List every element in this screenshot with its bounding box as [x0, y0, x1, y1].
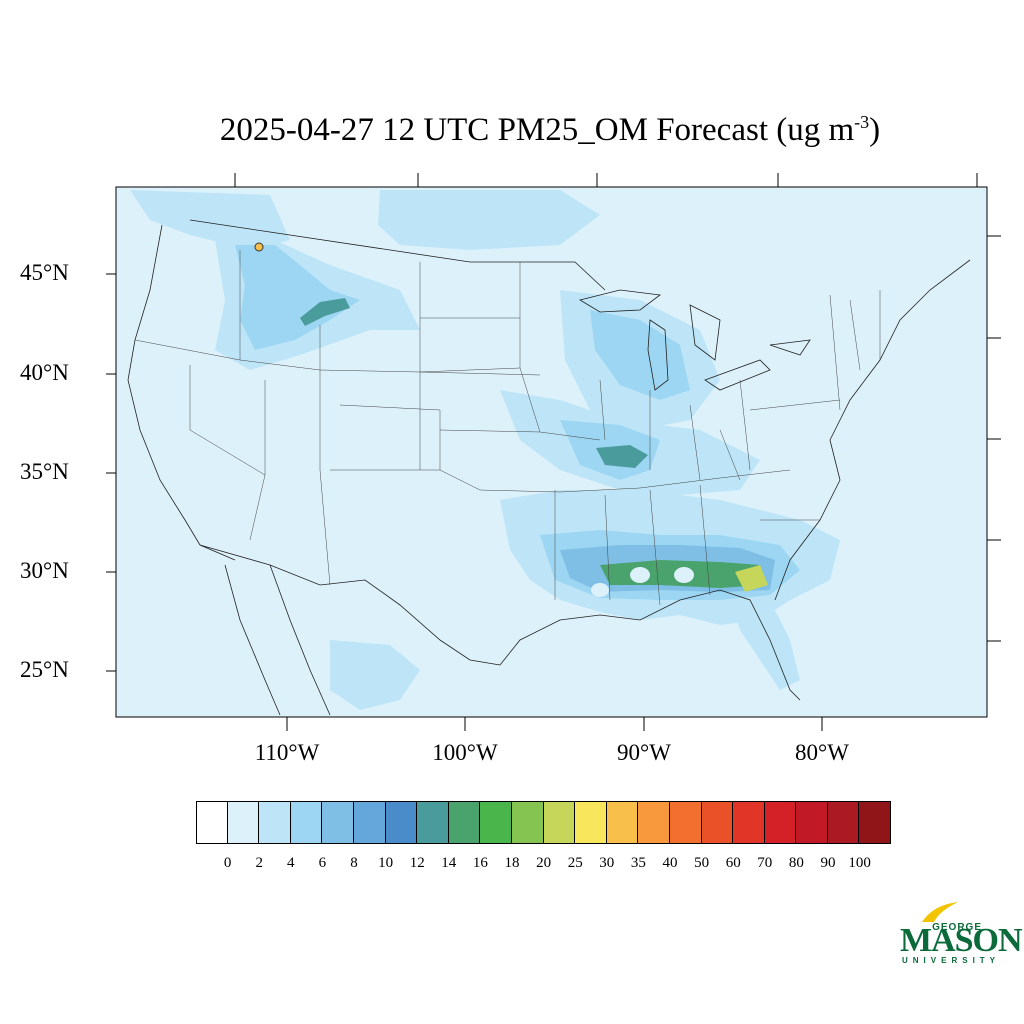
colorbar-label: 6 — [318, 855, 327, 871]
lake-ontario — [769, 339, 811, 356]
colorbar-label: 35 — [630, 855, 646, 871]
map-outlines — [127, 219, 971, 716]
lake-huron — [689, 304, 721, 361]
lake-superior — [578, 289, 662, 313]
colorbar-label: 25 — [567, 855, 583, 871]
colorbar-segment — [353, 801, 386, 844]
colorbar-label: 50 — [694, 855, 710, 871]
colorbar-label: 2 — [255, 855, 263, 871]
colorbar-label: 14 — [441, 855, 457, 871]
colorbar-segment — [448, 801, 481, 844]
concentration-fields — [130, 190, 840, 710]
logo-flame-icon — [922, 902, 958, 922]
lat-label-35: 35°N — [20, 459, 69, 484]
colorbar-label: 8 — [350, 855, 358, 871]
lat-label-30: 30°N — [20, 558, 69, 583]
colorbar-label: 10 — [378, 855, 394, 871]
clear-spot-2 — [674, 567, 694, 583]
coastline-west — [127, 224, 236, 561]
lon-label-90: 90°W — [617, 740, 671, 765]
plume-georgia-peak — [735, 565, 768, 592]
colorbar-segment — [859, 801, 892, 844]
colorbar-label: 12 — [409, 855, 425, 871]
coastline-baja — [224, 564, 281, 716]
border-us-canada — [189, 219, 606, 291]
colorbar-label: 60 — [725, 855, 741, 871]
tick-marks — [106, 173, 1001, 731]
colorbar-segment — [796, 801, 828, 844]
map-title: 2025-04-27 12 UTC PM25_OM Forecast (ug m… — [0, 112, 1024, 149]
plume-northwest — [130, 190, 290, 250]
logo-mason-text: MASON — [900, 922, 1023, 959]
colorbar-segment — [543, 801, 576, 844]
plume-idaho-peak — [300, 298, 350, 326]
colorbar-segment — [733, 801, 765, 844]
colorbar-label: 100 — [848, 855, 871, 871]
colorbar-segment — [480, 801, 512, 844]
colorbar-segment — [417, 801, 449, 844]
colorbar-segment — [227, 801, 260, 844]
plume-missouri-peak — [596, 445, 648, 468]
colorbar-label: 80 — [788, 855, 804, 871]
lake-erie — [704, 359, 771, 391]
lon-label-80: 80°W — [795, 740, 849, 765]
coastline-east — [774, 259, 971, 601]
colorbar-segment — [701, 801, 734, 844]
colorbar-segment — [669, 801, 702, 844]
colorbar-segment — [638, 801, 670, 844]
colorbar-segment — [575, 801, 607, 844]
lon-label-110: 110°W — [254, 740, 320, 765]
colorbar-segment — [827, 801, 860, 844]
clear-spot-3 — [591, 583, 609, 597]
hotspot-montana — [254, 242, 264, 252]
colorbar-label: 4 — [287, 855, 295, 871]
state-lines — [134, 250, 881, 606]
colorbar-segment — [290, 801, 323, 844]
title-text: 2025-04-27 12 UTC PM25_OM Forecast (ug m — [219, 112, 855, 148]
colorbar-label: 20 — [536, 855, 552, 871]
colorbar-label: 0 — [223, 855, 232, 871]
clear-spot-1 — [630, 567, 650, 583]
plume-florida — [730, 600, 800, 690]
lake-michigan — [647, 319, 669, 391]
colorbar-segment — [196, 801, 228, 844]
lat-label-45: 45°N — [20, 260, 69, 285]
logo-george-text: GEORGE — [932, 922, 982, 933]
coastline-gulf — [499, 589, 801, 701]
map-frame — [115, 186, 988, 718]
colorbar — [196, 801, 892, 844]
lat-label-40: 40°N — [20, 360, 69, 385]
colorbar-segment — [385, 801, 418, 844]
colorbar-label: 40 — [662, 855, 678, 871]
lat-label-25: 25°N — [20, 657, 69, 682]
colorbar-label: 18 — [504, 855, 520, 871]
border-us-mexico — [199, 544, 501, 666]
plume-mexico — [330, 640, 420, 710]
lon-label-100: 100°W — [432, 740, 498, 765]
colorbar-segment — [511, 801, 544, 844]
title-close: ) — [869, 112, 881, 148]
colorbar-label: 90 — [820, 855, 836, 871]
plume-greatlakes-core — [590, 310, 690, 400]
title-superscript: -3 — [854, 112, 870, 132]
colorbar-label: 70 — [757, 855, 773, 871]
colorbar-segment — [259, 801, 291, 844]
plume-idaho-core — [235, 245, 360, 350]
george-mason-logo: GEORGE MASON UNIVERSITY — [898, 900, 1023, 970]
colorbar-label: 30 — [599, 855, 615, 871]
plume-canada — [378, 190, 600, 250]
colorbar-segment — [606, 801, 639, 844]
colorbar-segment — [764, 801, 797, 844]
logo-university-text: UNIVERSITY — [902, 956, 1001, 965]
colorbar-label: 16 — [472, 855, 488, 871]
coastline-mexico-west — [269, 564, 331, 716]
colorbar-segment — [322, 801, 354, 844]
